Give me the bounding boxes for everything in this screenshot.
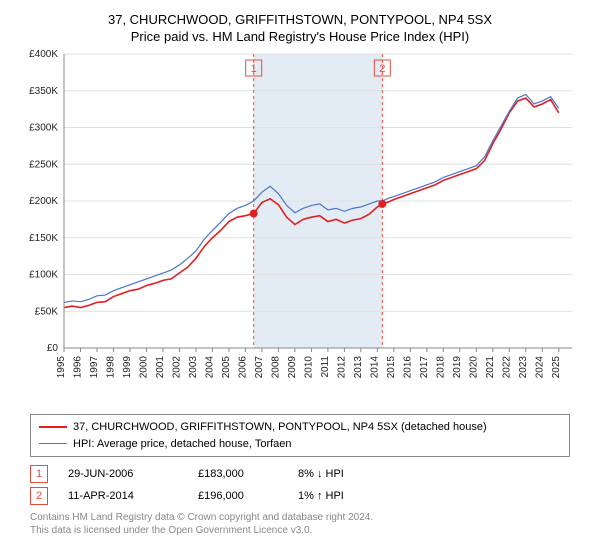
- legend-row: HPI: Average price, detached house, Torf…: [39, 436, 561, 453]
- x-tick-label: 2009: [287, 356, 298, 379]
- marker-label: 2: [379, 63, 385, 75]
- sale-marker-box: 1: [30, 465, 48, 483]
- y-tick-label: £150K: [29, 233, 58, 244]
- legend-box: 37, CHURCHWOOD, GRIFFITHSTOWN, PONTYPOOL…: [30, 414, 570, 457]
- sale-price: £183,000: [198, 468, 298, 480]
- x-tick-label: 1997: [89, 356, 100, 379]
- x-tick-label: 2013: [353, 356, 364, 379]
- x-tick-label: 2006: [237, 356, 248, 379]
- legend-swatch: [39, 443, 67, 444]
- x-tick-label: 2017: [419, 356, 430, 379]
- footnote-line-1: Contains HM Land Registry data © Crown c…: [30, 511, 570, 524]
- x-tick-label: 2024: [534, 356, 545, 379]
- y-tick-label: £250K: [29, 159, 58, 170]
- x-tick-label: 2014: [369, 356, 380, 379]
- x-tick-label: 2007: [254, 356, 265, 379]
- sale-price: £196,000: [198, 490, 298, 502]
- footnote: Contains HM Land Registry data © Crown c…: [30, 511, 570, 537]
- sale-date: 11-APR-2014: [68, 490, 198, 502]
- page-title: 37, CHURCHWOOD, GRIFFITHSTOWN, PONTYPOOL…: [12, 12, 588, 27]
- x-tick-label: 2011: [320, 356, 331, 378]
- sale-marker-box: 2: [30, 487, 48, 505]
- y-tick-label: £0: [47, 343, 59, 354]
- sale-hpi-delta: 8% ↓ HPI: [298, 468, 398, 480]
- y-tick-label: £300K: [29, 123, 58, 134]
- sale-hpi-delta: 1% ↑ HPI: [298, 490, 398, 502]
- legend-row: 37, CHURCHWOOD, GRIFFITHSTOWN, PONTYPOOL…: [39, 419, 561, 436]
- sale-dot: [250, 209, 258, 217]
- x-tick-label: 2001: [155, 356, 166, 379]
- sale-row: 2 11-APR-2014£196,0001% ↑ HPI: [30, 487, 570, 505]
- x-tick-label: 2021: [485, 356, 496, 379]
- page-subtitle: Price paid vs. HM Land Registry's House …: [12, 29, 588, 44]
- chart-svg: £0 £50K £100K £150K £200K £250K £300K £350K £400…: [20, 48, 580, 408]
- footnote-line-2: This data is licensed under the Open Gov…: [30, 524, 570, 537]
- y-tick-label: £200K: [29, 196, 58, 207]
- x-tick-label: 2002: [171, 356, 182, 379]
- x-tick-label: 2020: [468, 356, 479, 379]
- sale-date: 29-JUN-2006: [68, 468, 198, 480]
- x-tick-label: 2012: [336, 356, 347, 379]
- price-chart: £0 £50K £100K £150K £200K £250K £300K £350K £400…: [20, 48, 580, 408]
- y-tick-label: £400K: [29, 49, 58, 60]
- y-tick-label: £100K: [29, 270, 58, 281]
- sale-row: 1 29-JUN-2006£183,0008% ↓ HPI: [30, 465, 570, 483]
- legend-swatch: [39, 426, 67, 428]
- sale-dot: [378, 200, 386, 208]
- x-tick-label: 2019: [452, 356, 463, 379]
- x-tick-label: 2008: [270, 356, 281, 379]
- x-tick-label: 2023: [518, 356, 529, 379]
- x-tick-label: 2015: [386, 356, 397, 379]
- legend-label: HPI: Average price, detached house, Torf…: [73, 438, 292, 450]
- y-tick-label: £50K: [35, 306, 59, 317]
- legend-label: 37, CHURCHWOOD, GRIFFITHSTOWN, PONTYPOOL…: [73, 421, 487, 433]
- x-tick-label: 1996: [72, 356, 83, 379]
- x-tick-label: 1995: [56, 356, 67, 379]
- x-tick-label: 2004: [204, 356, 215, 379]
- x-tick-label: 1999: [122, 356, 133, 379]
- x-tick-label: 2016: [402, 356, 413, 379]
- x-tick-label: 2005: [221, 356, 232, 379]
- y-tick-label: £350K: [29, 86, 58, 97]
- x-tick-label: 2003: [188, 356, 199, 379]
- marker-label: 1: [251, 63, 257, 75]
- x-tick-label: 2000: [138, 356, 149, 379]
- x-tick-label: 2025: [551, 356, 562, 379]
- x-tick-label: 2022: [501, 356, 512, 379]
- x-tick-label: 2018: [435, 356, 446, 379]
- x-tick-label: 2010: [303, 356, 314, 379]
- x-tick-label: 1998: [105, 356, 116, 379]
